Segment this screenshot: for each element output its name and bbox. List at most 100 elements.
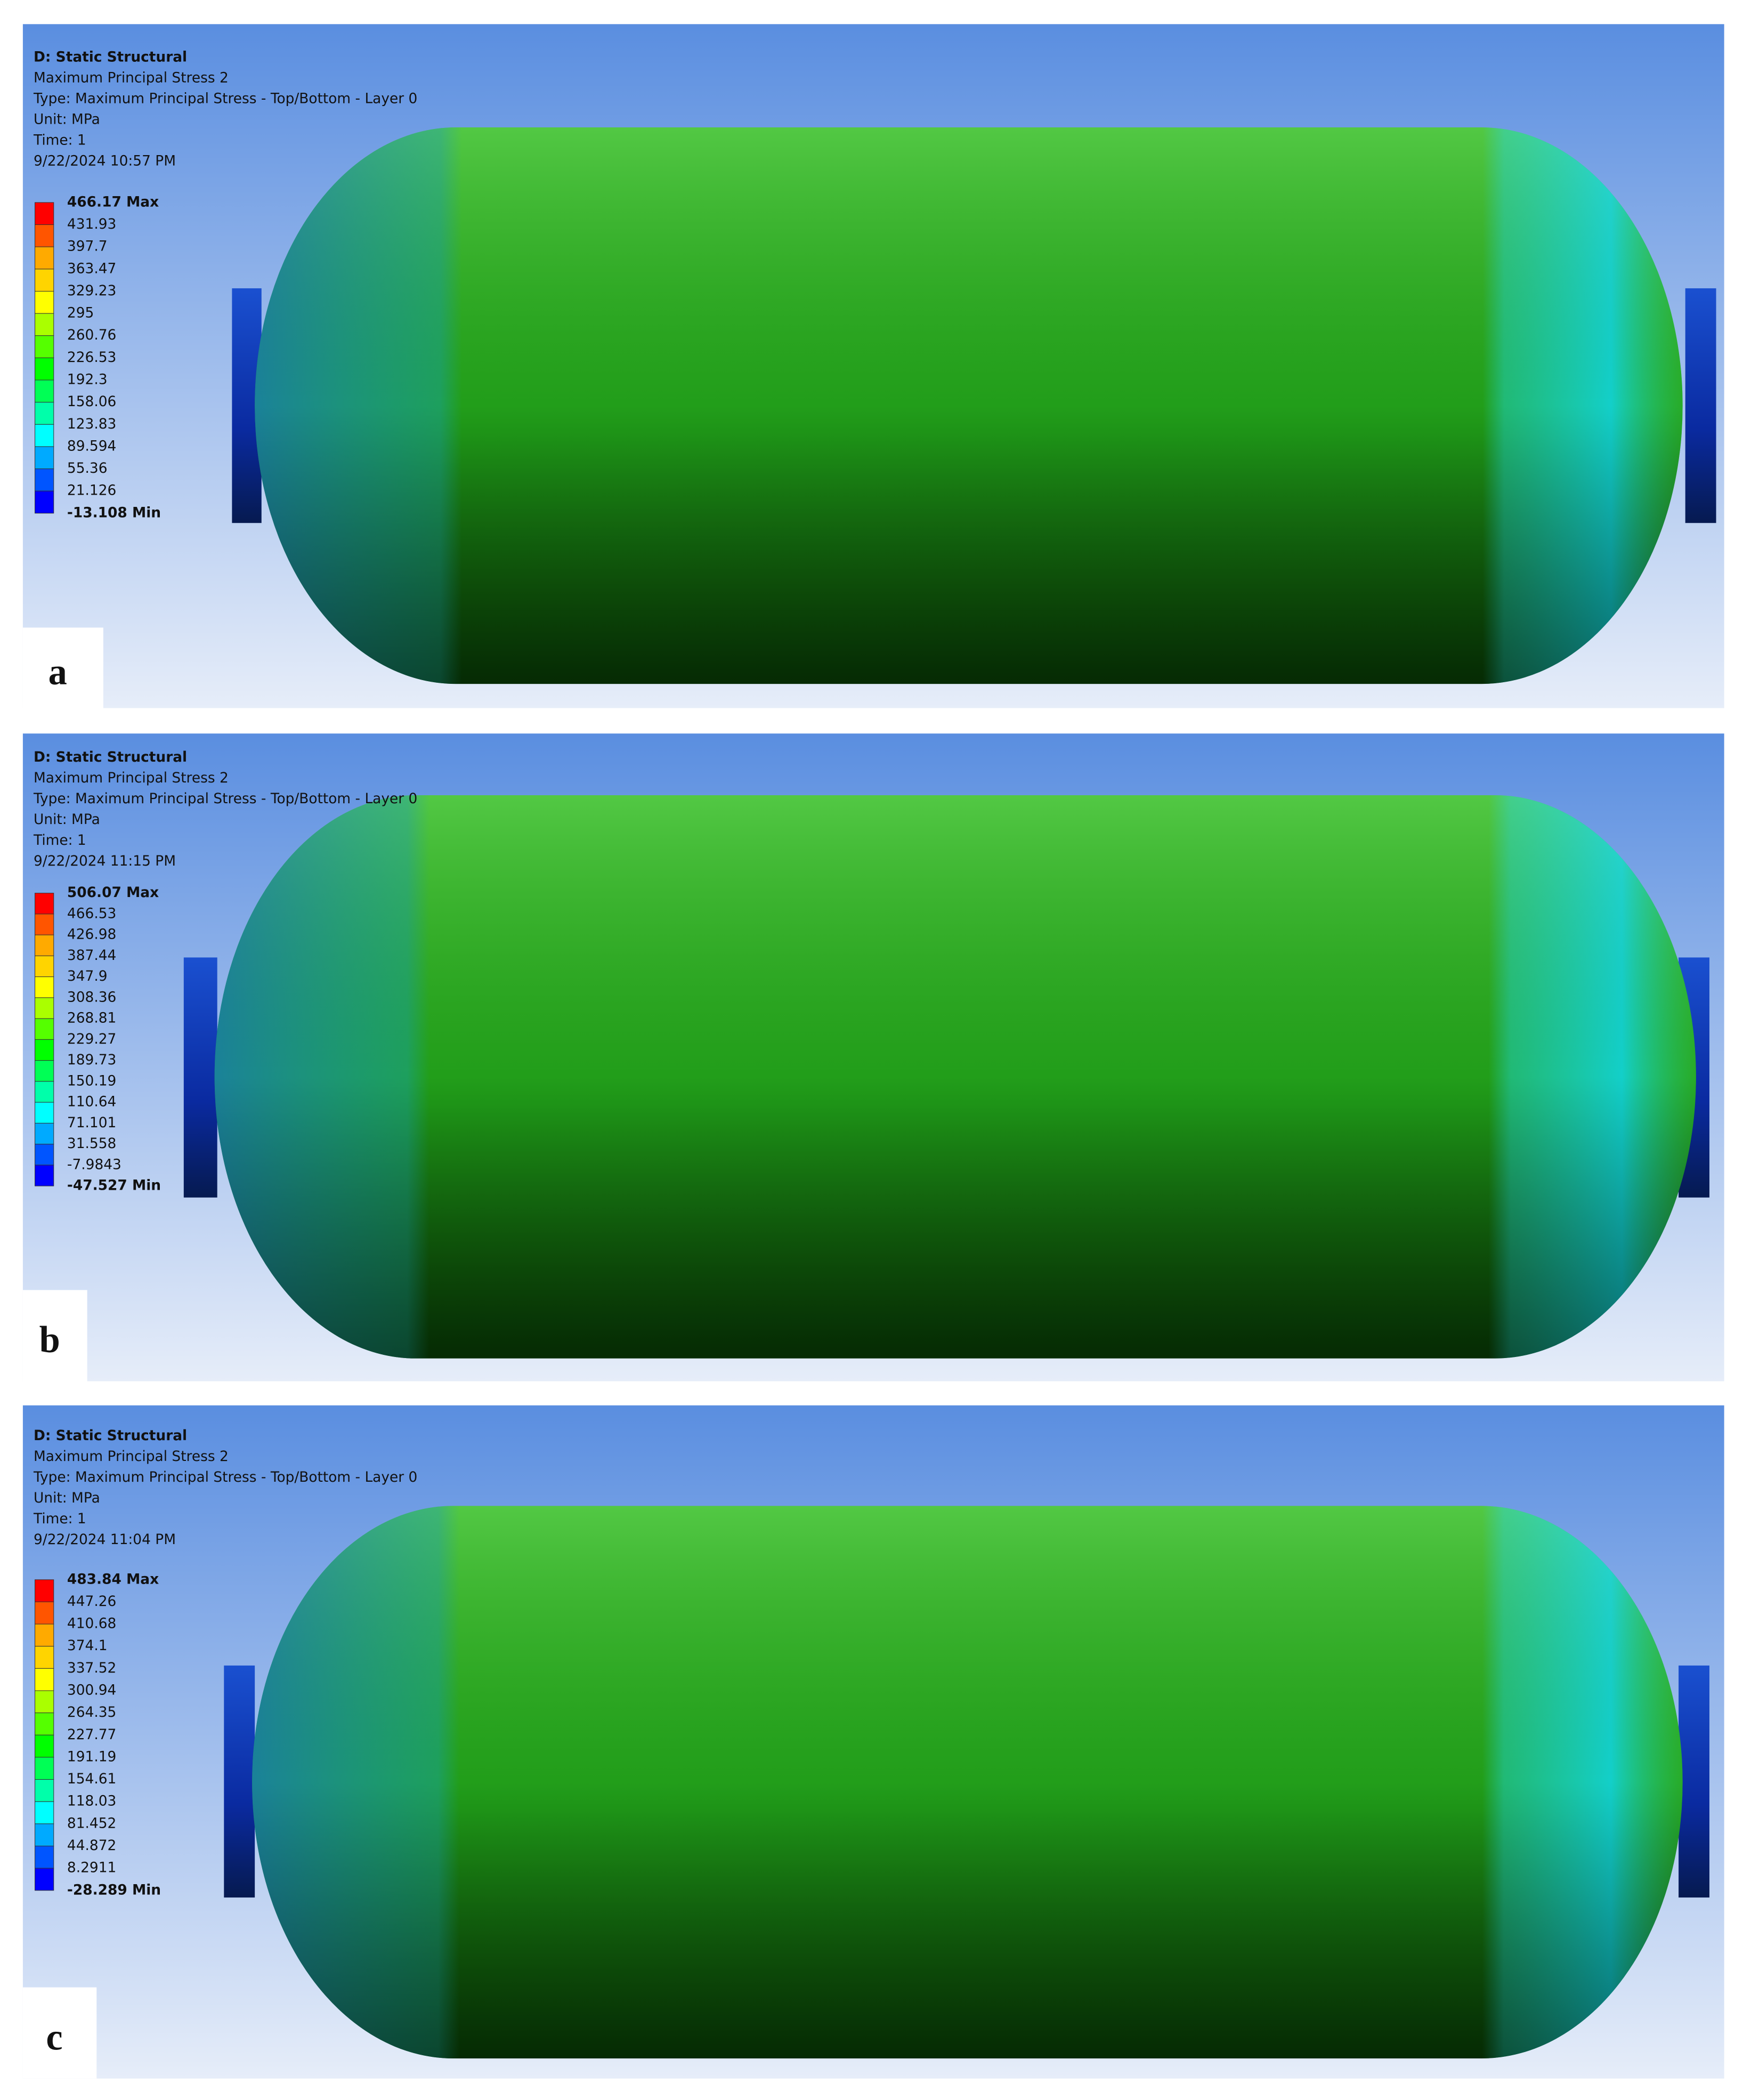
legend-swatch bbox=[35, 1579, 54, 1602]
legend-swatch bbox=[35, 1081, 54, 1103]
panel-letter: a bbox=[48, 651, 67, 693]
legend-swatch bbox=[35, 424, 54, 447]
legend-label: 8.2911 bbox=[67, 1860, 116, 1876]
legend-swatch bbox=[35, 402, 54, 425]
legend-label: 118.03 bbox=[67, 1793, 116, 1810]
legend-swatch bbox=[35, 1018, 54, 1040]
header-line: Maximum Principal Stress 2 bbox=[34, 770, 229, 786]
legend-label: 506.07 Max bbox=[67, 884, 159, 901]
legend-label: 31.558 bbox=[67, 1135, 116, 1152]
panel-letter: b bbox=[39, 1319, 60, 1361]
legend-label: 44.872 bbox=[67, 1837, 116, 1854]
panel-letter: c bbox=[46, 2016, 62, 2058]
legend-label: 300.94 bbox=[67, 1682, 116, 1699]
legend-swatch bbox=[35, 1779, 54, 1802]
legend-label: 483.84 Max bbox=[67, 1571, 159, 1587]
legend-label: -13.108 Min bbox=[67, 504, 161, 521]
legend-swatch bbox=[35, 955, 54, 978]
legend-label: 150.19 bbox=[67, 1072, 116, 1089]
legend-label: 226.53 bbox=[67, 349, 116, 366]
legend-swatch bbox=[35, 379, 54, 403]
tank-shade bbox=[252, 1506, 1683, 2059]
header-line: D: Static Structural bbox=[34, 749, 187, 765]
header-line: Time: 1 bbox=[33, 1511, 86, 1527]
label-box bbox=[22, 1987, 97, 2079]
nozzle bbox=[224, 1665, 255, 1898]
legend-label: 466.17 Max bbox=[67, 193, 159, 210]
legend-swatch bbox=[35, 469, 54, 491]
legend-swatch bbox=[35, 290, 54, 314]
legend-label: 71.101 bbox=[67, 1114, 116, 1131]
header-line: Type: Maximum Principal Stress - Top/Bot… bbox=[33, 1469, 417, 1485]
header-line: 9/22/2024 11:15 PM bbox=[34, 853, 176, 869]
legend-swatch bbox=[35, 1668, 54, 1691]
legend-label: 110.64 bbox=[67, 1094, 116, 1110]
nozzle bbox=[1679, 1665, 1709, 1898]
header-line: Type: Maximum Principal Stress - Top/Bot… bbox=[33, 790, 417, 807]
legend-label: -7.9843 bbox=[67, 1156, 121, 1173]
legend-label: 89.594 bbox=[67, 438, 116, 454]
legend-swatch bbox=[35, 976, 54, 998]
legend-swatch bbox=[35, 1868, 54, 1891]
legend-label: 466.53 bbox=[67, 905, 116, 922]
legend-label: 431.93 bbox=[67, 216, 116, 232]
legend-label: 189.73 bbox=[67, 1052, 116, 1068]
header-line: Time: 1 bbox=[33, 832, 86, 849]
legend-swatch bbox=[35, 1734, 54, 1758]
legend-swatch bbox=[35, 1757, 54, 1780]
legend-swatch bbox=[35, 1102, 54, 1124]
header-line: Unit: MPa bbox=[34, 111, 100, 128]
legend-label: 260.76 bbox=[67, 327, 116, 343]
legend-swatch bbox=[35, 1823, 54, 1846]
legend-label: 227.77 bbox=[67, 1726, 116, 1743]
legend-label: 154.61 bbox=[67, 1771, 116, 1787]
legend-swatch bbox=[35, 446, 54, 470]
legend-label: 387.44 bbox=[67, 947, 116, 964]
legend-swatch bbox=[35, 893, 54, 915]
legend-swatch bbox=[35, 1845, 54, 1869]
legend-label: 329.23 bbox=[67, 282, 116, 299]
legend-swatch bbox=[35, 1122, 54, 1145]
legend-swatch bbox=[35, 490, 54, 514]
legend-label: 347.9 bbox=[67, 968, 108, 984]
legend-label: 374.1 bbox=[67, 1637, 108, 1654]
legend-label: 81.452 bbox=[67, 1815, 116, 1831]
legend-swatch bbox=[35, 1060, 54, 1082]
legend-label: 229.27 bbox=[67, 1031, 116, 1047]
legend-label: 55.36 bbox=[67, 460, 108, 476]
legend-swatch bbox=[35, 1646, 54, 1669]
legend-swatch bbox=[35, 313, 54, 336]
label-box bbox=[22, 627, 103, 708]
legend-swatch bbox=[35, 202, 54, 225]
legend-label: 397.7 bbox=[67, 238, 108, 255]
nozzle bbox=[1685, 288, 1716, 523]
header-line: Time: 1 bbox=[33, 132, 86, 149]
legend-swatch bbox=[35, 335, 54, 358]
tank-shade bbox=[255, 127, 1683, 684]
legend-swatch bbox=[35, 1165, 54, 1186]
legend-swatch bbox=[35, 224, 54, 247]
legend-swatch bbox=[35, 1601, 54, 1625]
legend-label: 363.47 bbox=[67, 260, 116, 277]
header-line: 9/22/2024 10:57 PM bbox=[34, 153, 176, 169]
legend-label: 410.68 bbox=[67, 1616, 116, 1632]
legend-label: 447.26 bbox=[67, 1593, 116, 1610]
legend-label: 21.126 bbox=[67, 482, 116, 499]
nozzle bbox=[183, 957, 217, 1198]
label-box bbox=[22, 1290, 87, 1382]
header-line: Unit: MPa bbox=[34, 811, 100, 828]
legend-label: 158.06 bbox=[67, 393, 116, 410]
legend-swatch bbox=[35, 1039, 54, 1061]
legend-label: 192.3 bbox=[67, 371, 108, 388]
legend-swatch bbox=[35, 1690, 54, 1714]
header-line: Type: Maximum Principal Stress - Top/Bot… bbox=[33, 91, 417, 107]
legend-swatch bbox=[35, 1801, 54, 1824]
header-line: Unit: MPa bbox=[34, 1490, 100, 1506]
legend-swatch bbox=[35, 997, 54, 1019]
legend-swatch bbox=[35, 269, 54, 292]
legend-swatch bbox=[35, 934, 54, 956]
legend-swatch bbox=[35, 1624, 54, 1647]
legend-label: 191.19 bbox=[67, 1748, 116, 1765]
legend-swatch bbox=[35, 914, 54, 935]
